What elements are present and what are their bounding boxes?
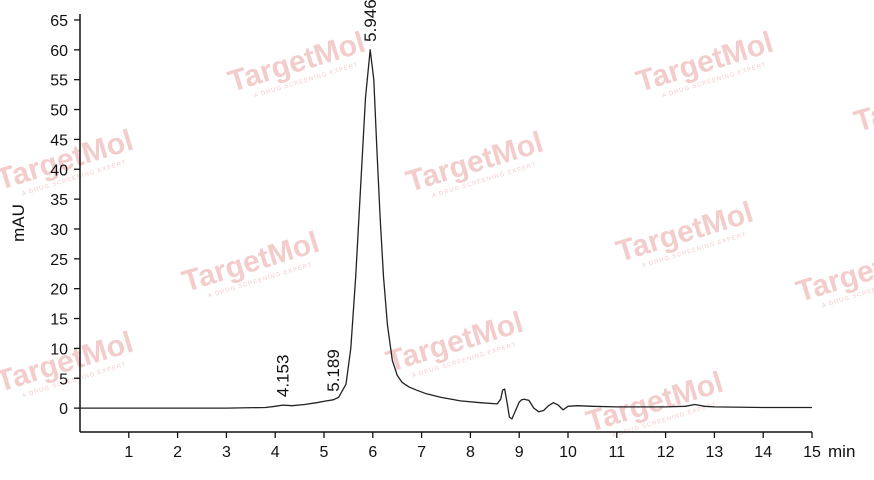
y-tick-label: 10 bbox=[50, 341, 68, 358]
y-tick-label: 5 bbox=[59, 371, 68, 388]
y-tick-label: 65 bbox=[50, 13, 68, 30]
watermark-text: TargetMol bbox=[224, 26, 369, 99]
x-tick-label: 15 bbox=[803, 444, 821, 461]
watermark-text: TargetMol bbox=[402, 126, 547, 199]
x-tick-label: 14 bbox=[754, 444, 772, 461]
y-tick-label: 45 bbox=[50, 132, 68, 149]
y-tick-label: 60 bbox=[50, 43, 68, 60]
watermark-text: TargetMol bbox=[0, 326, 137, 399]
watermark-text: TargetMol bbox=[178, 226, 323, 299]
y-axis-ticks: 0 5 10 15 20 25 30 35 40 45 50 55 60 65 bbox=[50, 13, 80, 418]
x-tick-label: 10 bbox=[559, 444, 577, 461]
y-tick-label: 35 bbox=[50, 192, 68, 209]
peak-label: 4.153 bbox=[274, 355, 293, 398]
x-tick-label: 3 bbox=[222, 444, 231, 461]
peak-label: 5.189 bbox=[324, 349, 343, 392]
y-axis-label: mAU bbox=[9, 204, 28, 242]
x-tick-label: 6 bbox=[368, 444, 377, 461]
y-tick-label: 55 bbox=[50, 73, 68, 90]
y-tick-label: 25 bbox=[50, 252, 68, 269]
watermark-text: TargetMol bbox=[792, 236, 874, 309]
peak-labels: 4.153 5.189 5.946 bbox=[274, 0, 380, 397]
x-tick-label: 11 bbox=[608, 444, 625, 461]
x-tick-label: 1 bbox=[124, 444, 133, 461]
x-tick-label: 13 bbox=[706, 444, 724, 461]
y-tick-label: 20 bbox=[50, 282, 68, 299]
watermark-text: TargetMol bbox=[850, 66, 874, 139]
y-tick-label: 40 bbox=[50, 162, 68, 179]
y-tick-label: 15 bbox=[50, 312, 68, 329]
x-tick-label: 12 bbox=[657, 444, 675, 461]
watermark-text: TargetMol bbox=[382, 306, 527, 379]
watermark-text: TargetMol bbox=[612, 196, 757, 269]
y-tick-label: 30 bbox=[50, 222, 68, 239]
x-tick-label: 4 bbox=[271, 444, 280, 461]
x-axis-label: min bbox=[828, 442, 855, 461]
watermark-text: TargetMol bbox=[582, 366, 727, 439]
peak-label: 5.946 bbox=[361, 0, 380, 42]
x-tick-label: 8 bbox=[466, 444, 475, 461]
chromatogram-trace bbox=[80, 49, 812, 420]
x-tick-label: 7 bbox=[417, 444, 426, 461]
watermark-text: TargetMol bbox=[632, 26, 777, 99]
x-tick-label: 9 bbox=[515, 444, 524, 461]
x-tick-label: 5 bbox=[320, 444, 329, 461]
x-tick-label: 2 bbox=[173, 444, 182, 461]
y-tick-label: 50 bbox=[50, 103, 68, 120]
watermark-text: TargetMol bbox=[0, 124, 137, 197]
y-tick-label: 0 bbox=[59, 401, 68, 418]
x-axis-ticks: 1 2 3 4 5 6 7 8 9 10 11 12 13 14 15 bbox=[124, 432, 821, 461]
